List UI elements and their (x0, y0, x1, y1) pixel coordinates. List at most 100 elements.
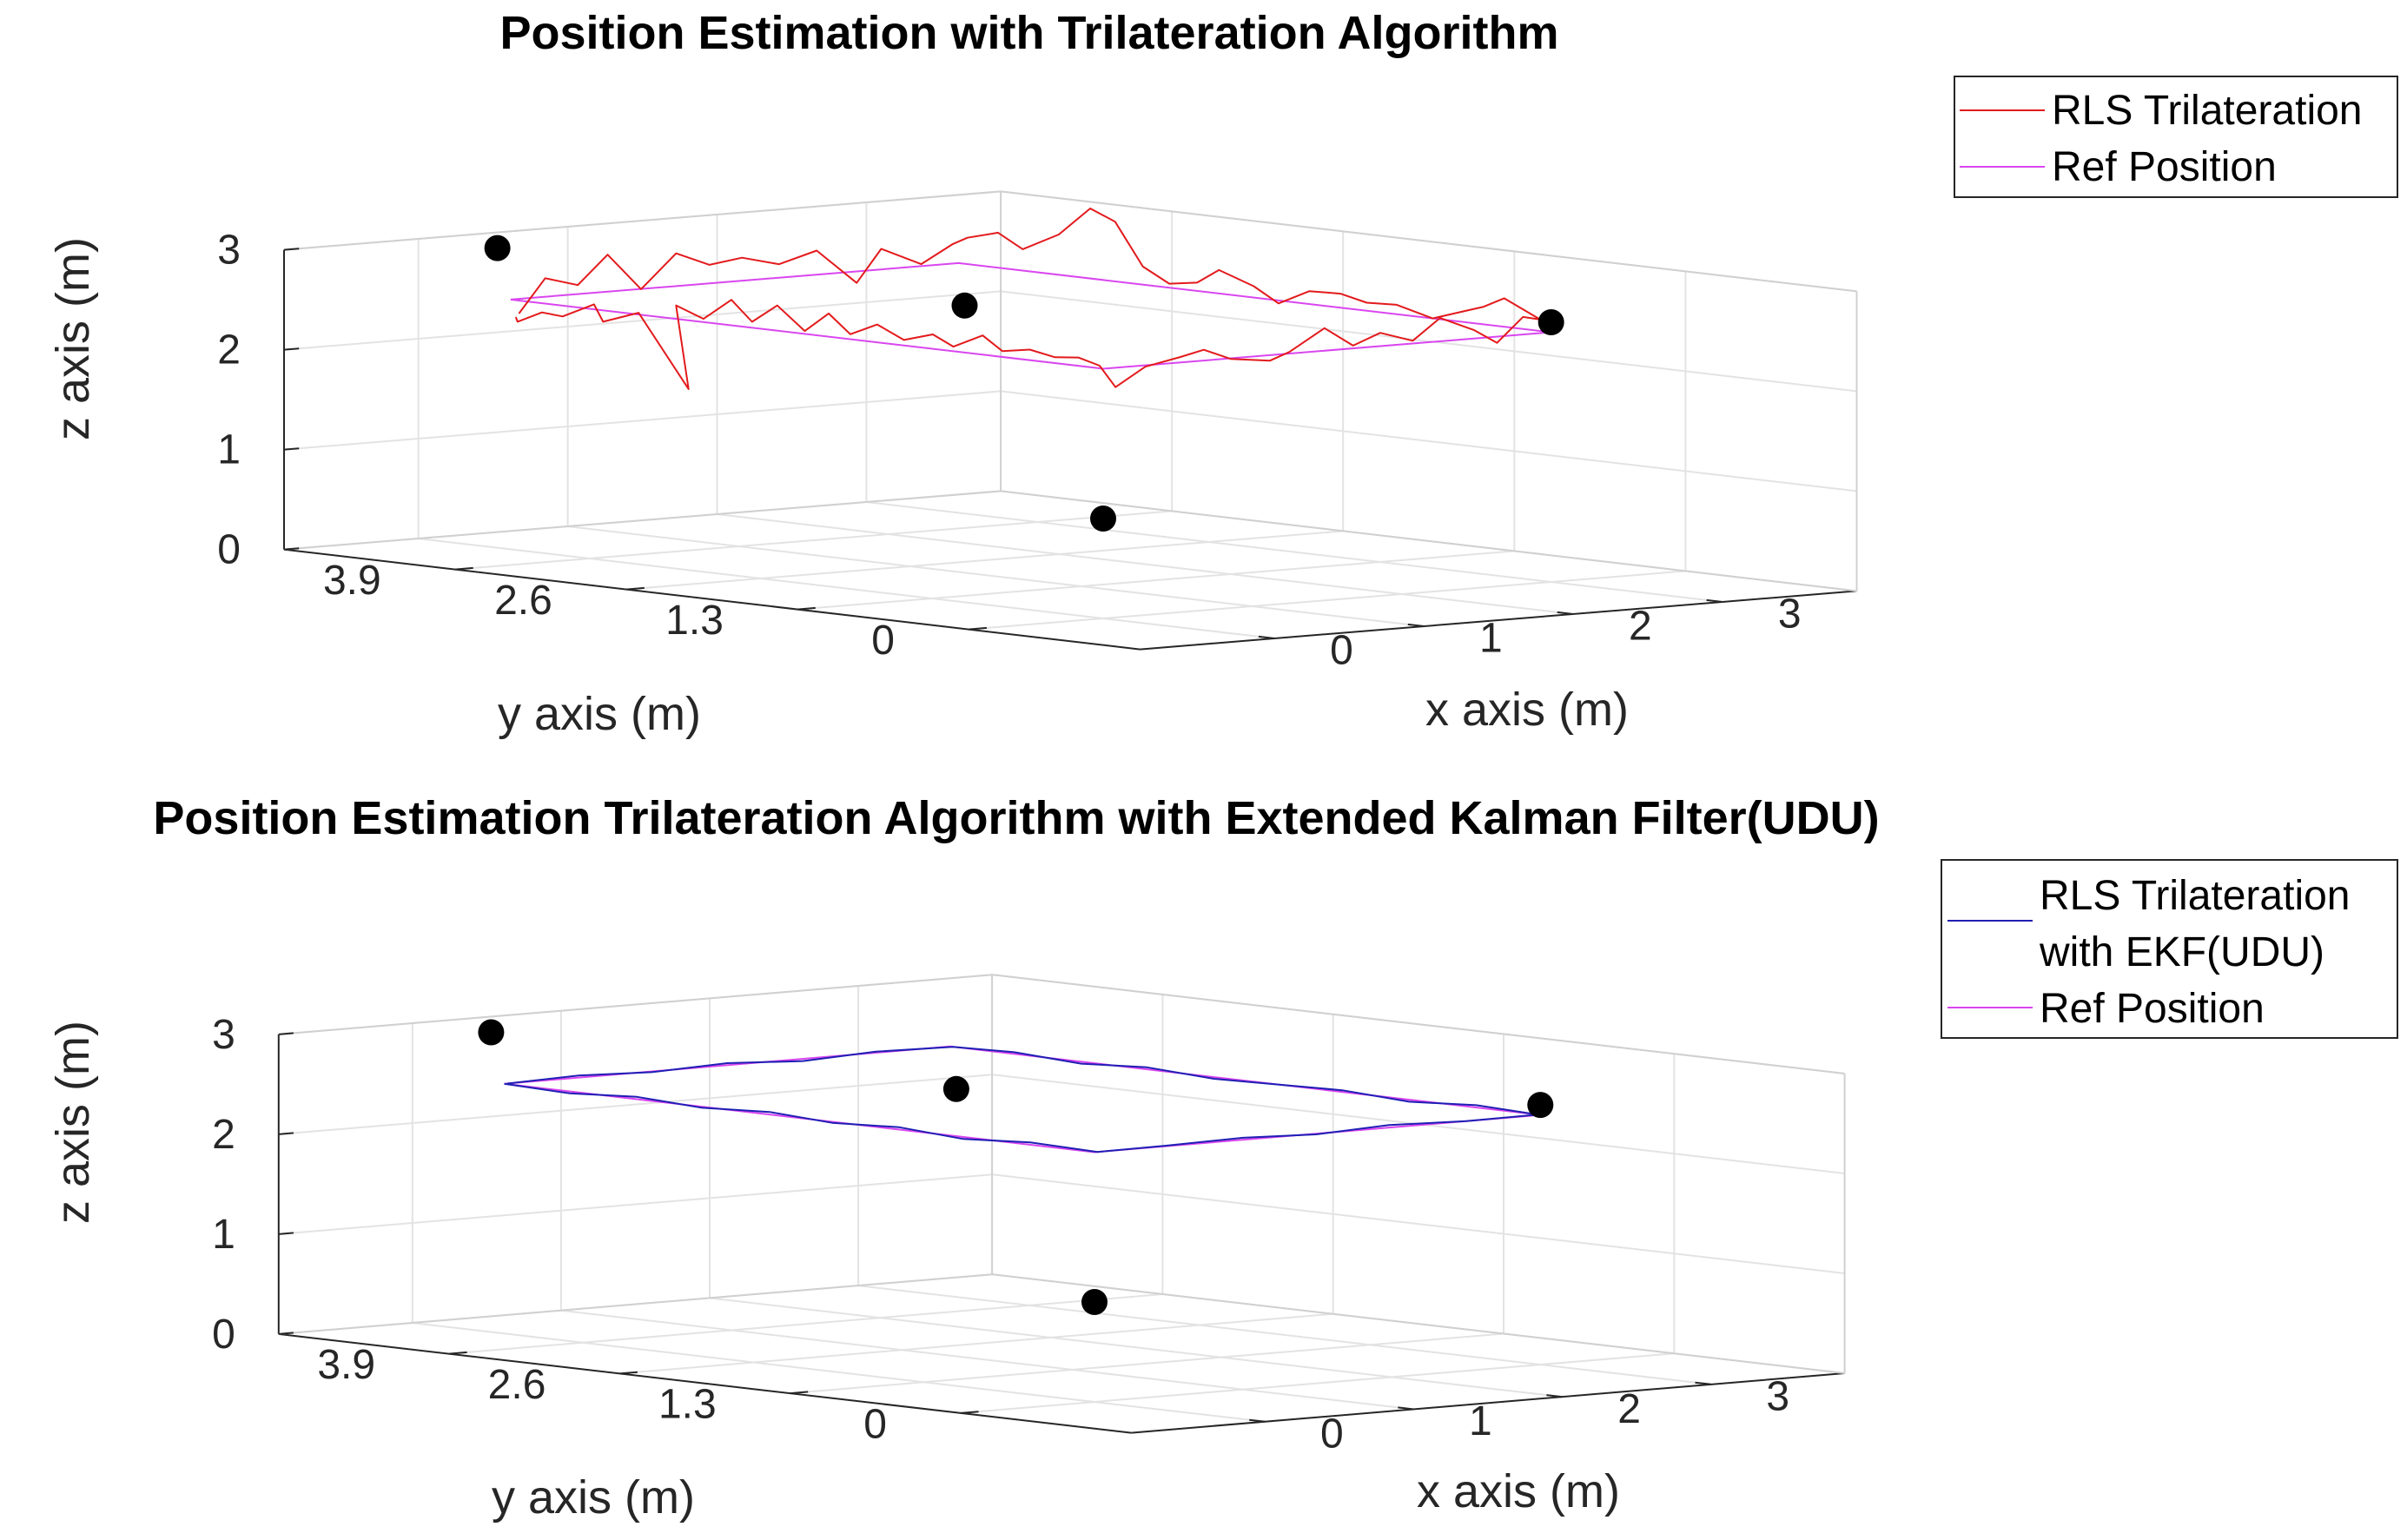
z-axis-label-bottom: z axis (m) (47, 1021, 99, 1224)
z-tick-label: 2 (212, 1112, 235, 1158)
z-tick-label: 3 (217, 228, 241, 274)
z-tick-mark (278, 1332, 294, 1335)
plot-top: 0 1 2 3 3.9 2.6 1.3 0 0 1 2 3 Position Estimation w… (47, 7, 2398, 740)
axes-box-bottom (277, 974, 1846, 1434)
legend-label-estimate-top: RLS Trilateration (2052, 88, 2363, 134)
estimate-path-top (514, 208, 1542, 390)
y-axis-label-top: y axis (m) (498, 688, 701, 740)
x-tick-label: 2 (1629, 604, 1652, 650)
x-tick-label: 2 (1617, 1386, 1641, 1432)
x-tick-mark (1557, 611, 1574, 615)
chart-title-bottom: Position Estimation Trilateration Algori… (153, 792, 1879, 844)
z-tick-mark (283, 248, 300, 251)
z-tick-label: 0 (217, 527, 241, 573)
y-axis-line (278, 1332, 1132, 1434)
gridline-floor-y (797, 550, 1515, 611)
x-tick-mark (1706, 598, 1723, 603)
box-edge (991, 974, 1845, 1074)
y-tick-label: 1.3 (658, 1382, 717, 1428)
legend-label-estimate-bottom-line2: with EKF(UDU) (2039, 929, 2324, 975)
z-tick-mark (283, 347, 300, 351)
plot-bottom: 0 1 2 3 3.9 2.6 1.3 0 0 1 2 3 Position Estimation T… (47, 792, 2398, 1523)
x-tick-label: 1 (1479, 616, 1503, 662)
y-tick-label: 0 (863, 1401, 887, 1447)
gridline-floor-x (560, 1309, 1414, 1411)
anchors-top (484, 235, 1564, 532)
z-axis-label-top: z axis (m) (47, 237, 99, 440)
axes-box-top (283, 190, 1858, 651)
gridline-wall-y-z (283, 390, 1002, 451)
anchor-point (1090, 506, 1116, 532)
anchors-bottom (478, 1019, 1554, 1315)
gridline-floor-y (969, 570, 1686, 631)
gridline-floor-y (454, 510, 1173, 571)
z-tick-mark (283, 547, 300, 551)
y-tick-mark (449, 1351, 467, 1355)
y-tick-mark (626, 586, 645, 591)
y-tick-mark (619, 1371, 638, 1375)
y-tick-label: 1.3 (665, 598, 724, 644)
gridline-floor-x (866, 501, 1723, 603)
gridline-floor-y (449, 1293, 1163, 1355)
gridline-floor-x (709, 1297, 1563, 1398)
x-axis-line (1131, 1372, 1845, 1434)
anchor-point (942, 1075, 969, 1102)
gridline-floor-y (619, 1312, 1333, 1375)
y-axis-line (283, 548, 1141, 651)
z-tick-mark (283, 447, 300, 451)
box-edge (1000, 490, 1857, 592)
gridline-floor-y (790, 1332, 1504, 1395)
gridline-floor-x (412, 1322, 1266, 1423)
gridline-wall-y-z (283, 290, 1002, 351)
x-axis-line (1140, 590, 1857, 651)
x-axis-label-bottom: x axis (m) (1417, 1465, 1620, 1517)
gridline-wall-x-z (991, 1173, 1845, 1274)
z-tick-mark (278, 1032, 294, 1035)
box-edge (991, 1273, 1845, 1374)
z-tick-mark (278, 1232, 294, 1235)
gridline-floor-x (857, 1285, 1711, 1385)
x-tick-label: 0 (1320, 1411, 1344, 1457)
z-tick-mark (278, 1132, 294, 1135)
ticks-bottom: 0 1 2 3 3.9 2.6 1.3 0 0 1 2 3 (212, 1012, 1789, 1457)
z-tick-label: 2 (217, 327, 241, 373)
y-axis-label-bottom: y axis (m) (492, 1471, 695, 1523)
legend-label-ref-top: Ref Position (2052, 144, 2277, 190)
legend-bottom: RLS Trilateration with EKF(UDU) Ref Posi… (1941, 859, 2398, 1039)
z-tick-label: 1 (212, 1212, 235, 1258)
y-tick-label: 0 (871, 618, 895, 664)
chart-title-top: Position Estimation with Trilateration A… (499, 7, 1558, 59)
y-tick-label: 3.9 (317, 1342, 375, 1388)
anchor-point (478, 1019, 505, 1046)
anchor-point (951, 292, 978, 319)
x-tick-label: 3 (1778, 592, 1802, 638)
box-edge (283, 490, 1002, 551)
x-axis-label-top: x axis (m) (1425, 684, 1629, 736)
gridline-wall-y-z (278, 1173, 993, 1235)
z-tick-label: 1 (217, 427, 241, 473)
legend-label-ref-bottom: Ref Position (2040, 986, 2265, 1032)
y-tick-mark (960, 1411, 979, 1414)
x-tick-mark (1249, 1418, 1266, 1423)
y-tick-label: 2.6 (494, 578, 552, 624)
z-tick-label: 3 (212, 1012, 235, 1058)
x-tick-mark (1546, 1394, 1563, 1398)
z-tick-label: 0 (212, 1312, 235, 1358)
box-edge (283, 190, 1002, 251)
y-tick-label: 2.6 (488, 1362, 546, 1408)
box-edge (278, 1273, 993, 1335)
x-tick-mark (1258, 635, 1275, 639)
gridline-wall-x-z (1000, 290, 1857, 393)
box-edge (278, 974, 993, 1035)
gridline-floor-x (567, 525, 1425, 627)
anchor-point (484, 235, 511, 261)
gridline-floor-y (960, 1352, 1675, 1414)
legend-box-top (1954, 76, 2398, 198)
rls-estimate-line-top (514, 208, 1542, 390)
y-tick-mark (790, 1391, 809, 1395)
gridline-wall-x-z (1000, 390, 1857, 492)
box-edge (1000, 190, 1857, 293)
anchor-point (1527, 1092, 1554, 1119)
y-tick-mark (454, 566, 473, 571)
